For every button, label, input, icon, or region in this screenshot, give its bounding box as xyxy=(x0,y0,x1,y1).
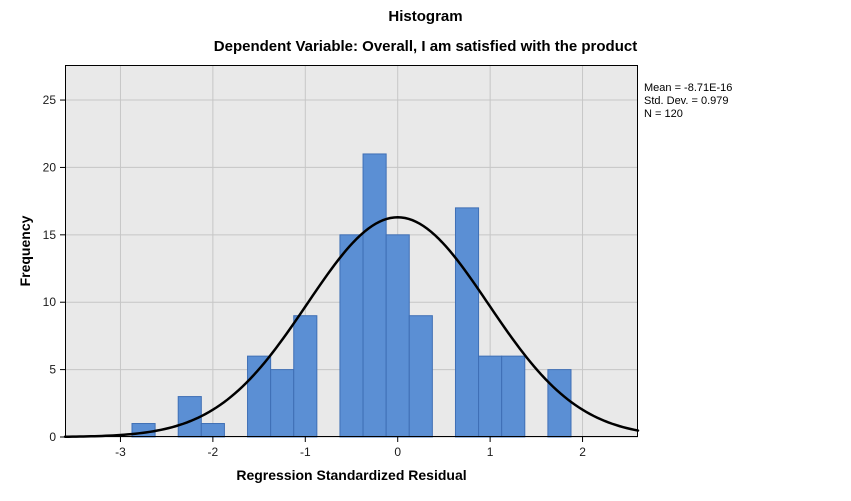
stats-annotation: Mean = -8.71E-16 Std. Dev. = 0.979 N = 1… xyxy=(644,82,732,121)
y-tick-label: 0 xyxy=(49,430,56,444)
histogram-bar xyxy=(385,234,410,438)
histogram-bar xyxy=(547,369,572,438)
plot-frame xyxy=(65,65,638,437)
histogram-bar xyxy=(454,207,480,438)
normal-curve xyxy=(63,216,640,438)
histogram-bar xyxy=(270,369,295,438)
y-tick-label: 25 xyxy=(43,93,57,107)
y-axis-label: Frequency xyxy=(17,215,33,287)
histogram-bar xyxy=(293,315,318,438)
y-tick-label: 20 xyxy=(43,160,57,174)
histogram-bar xyxy=(200,423,225,438)
stat-n: N = 120 xyxy=(644,108,683,120)
y-tick-label: 15 xyxy=(43,228,57,242)
y-tick-label: 5 xyxy=(49,363,56,377)
x-tick-label: 2 xyxy=(579,445,586,459)
x-tick-label: 1 xyxy=(487,445,494,459)
x-tick-label: -3 xyxy=(115,445,126,459)
chart-subtitle: Dependent Variable: Overall, I am satisf… xyxy=(213,38,638,55)
histogram-bar xyxy=(501,355,526,438)
x-axis-label: Regression Standardized Residual xyxy=(236,467,467,483)
chart-title: Histogram xyxy=(388,8,463,25)
x-tick-label: 0 xyxy=(394,445,401,459)
stat-mean: Mean = -8.71E-16 xyxy=(644,82,733,94)
histogram-bar xyxy=(339,234,364,438)
histogram-bar xyxy=(362,153,387,438)
histogram-bar xyxy=(131,423,156,438)
x-tick-label: -2 xyxy=(208,445,219,459)
x-tick-label: -1 xyxy=(300,445,311,459)
y-tick-label: 10 xyxy=(43,295,57,309)
stat-stddev: Std. Dev. = 0.979 xyxy=(644,95,729,107)
histogram-bar xyxy=(408,315,433,438)
histogram-bar xyxy=(478,355,503,438)
